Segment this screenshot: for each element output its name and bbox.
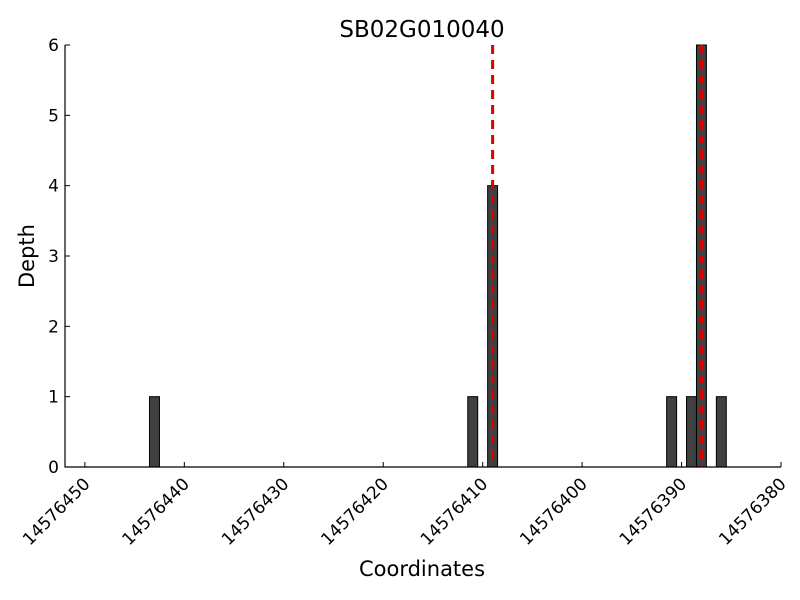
- chart-title: SB02G010040: [339, 17, 504, 43]
- x-tick-label-7: 14576380: [715, 474, 790, 549]
- x-tick-label-1: 14576440: [119, 474, 194, 549]
- bar-3: [666, 396, 678, 468]
- bars-layer: [149, 44, 727, 468]
- bar-6: [715, 396, 727, 468]
- y-tick-label-6: 6: [48, 36, 59, 56]
- y-tick-label-2: 2: [48, 317, 59, 337]
- bar-0: [149, 396, 160, 468]
- x-tick-label-5: 14576400: [516, 474, 591, 549]
- y-tick-label-4: 4: [48, 177, 59, 197]
- y-axis-title: Depth: [15, 224, 39, 288]
- x-tick-label-2: 14576430: [218, 474, 293, 549]
- x-axis-title: Coordinates: [359, 557, 485, 581]
- ticks-layer: 0 1 2 3 4 5 6 14576450 14576440 14576430 14576420 1…: [19, 36, 790, 550]
- y-tick-label-3: 3: [48, 247, 59, 267]
- x-tick-label-6: 14576390: [616, 474, 691, 549]
- x-tick-label-0: 14576450: [19, 474, 94, 549]
- bar-1: [467, 396, 479, 468]
- bar-4: [686, 396, 697, 468]
- x-tick-label-3: 14576420: [317, 474, 392, 549]
- y-tick-label-5: 5: [48, 106, 59, 126]
- x-tick-label-4: 14576410: [417, 474, 492, 549]
- y-tick-label-0: 0: [48, 458, 59, 478]
- y-tick-label-1: 1: [48, 388, 59, 408]
- reference-lines-layer: [491, 45, 703, 467]
